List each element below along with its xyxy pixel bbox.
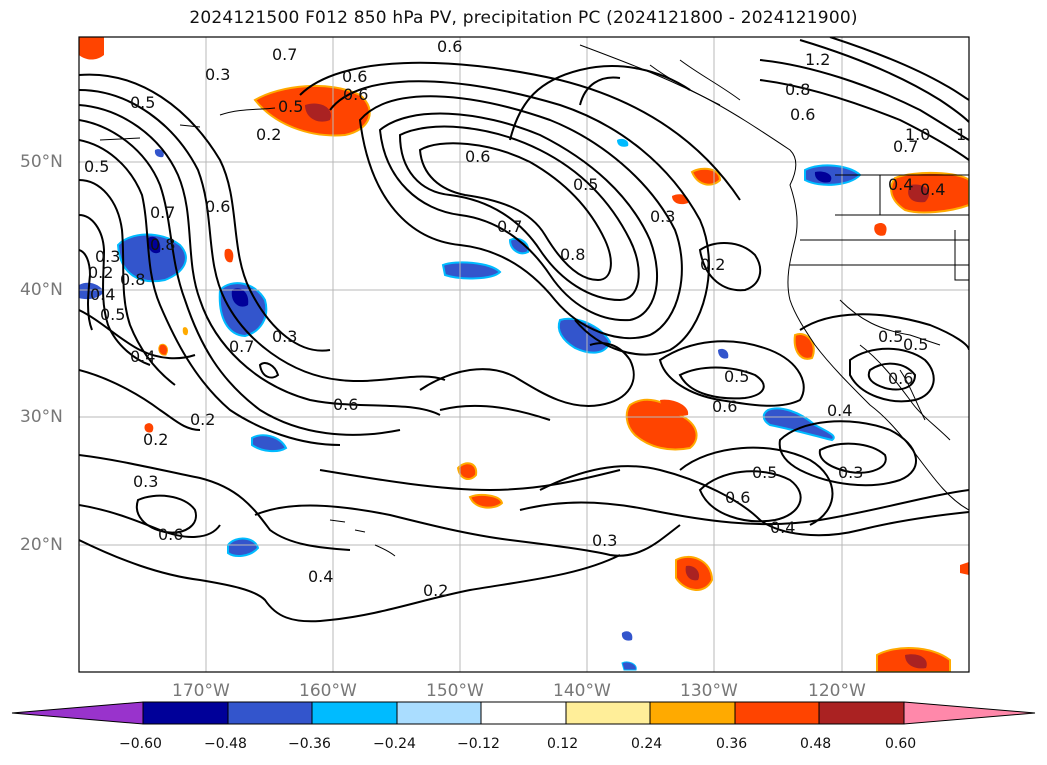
contour-label: 1.2 (805, 50, 830, 69)
contour-label: 0.5 (752, 463, 777, 482)
contour-label: 0.2 (88, 263, 113, 282)
contour-label: 0.8 (120, 270, 145, 289)
contour-label: 1 (956, 125, 966, 144)
contour-label: 0.6 (888, 369, 913, 388)
lon-label: 120°W (808, 681, 866, 701)
contour-label: 0.3 (592, 531, 617, 550)
contour-label: 0.2 (700, 255, 725, 274)
contour-label: 0.4 (130, 347, 155, 366)
contour-label: 0.8 (560, 245, 585, 264)
contour-label: 0.3 (650, 207, 675, 226)
contour-label: 0.3 (205, 65, 230, 84)
contour-label: 0.6 (343, 85, 368, 104)
contour-label: 0.4 (770, 518, 795, 537)
contour-label: 0.5 (878, 327, 903, 346)
colorbar-tick-label: 0.36 (716, 736, 748, 752)
contour-label: 0.5 (100, 305, 125, 324)
contour-label: 0.6 (205, 197, 230, 216)
colorbar-tick-label: 0.48 (800, 736, 832, 752)
contour-label: 0.6 (465, 147, 490, 166)
contour-label: 0.2 (423, 581, 448, 600)
colorbar-tick-label: −0.12 (457, 736, 500, 752)
colorbar-tick-label: −0.60 (119, 736, 162, 752)
pv-contours (79, 37, 969, 623)
coastlines (99, 44, 969, 557)
map-title: 2024121500 F012 850 hPa PV, precipitatio… (189, 8, 858, 28)
lat-label: 50°N (20, 152, 63, 172)
contour-label: 0.5 (573, 175, 598, 194)
lon-label: 150°W (426, 681, 484, 701)
colorbar-extend-high (903, 701, 1036, 725)
lat-label: 30°N (20, 407, 63, 427)
contour-label: 0.7 (150, 203, 175, 222)
colorbar-tick-label: 0.60 (885, 736, 917, 752)
contour-label: 0.2 (190, 410, 215, 429)
lat-label: 20°N (20, 535, 63, 555)
colorbar (11, 701, 1036, 725)
contour-label: 0.2 (143, 430, 168, 449)
contour-label: 0.3 (838, 463, 863, 482)
lon-label: 130°W (680, 681, 738, 701)
contour-label: 0.5 (84, 157, 109, 176)
colorbar-tick-label: 0.24 (631, 736, 663, 752)
colorbar-tick-label: 0.12 (547, 736, 579, 752)
contour-label: 0.6 (158, 525, 183, 544)
colorbar-tick-label: −0.48 (204, 736, 247, 752)
contour-label: 1.0 (905, 125, 930, 144)
colorbar-extend-low (11, 701, 144, 725)
contour-label: 0.7 (229, 337, 254, 356)
graticule (79, 37, 969, 672)
colorbar-tick-label: −0.36 (288, 736, 331, 752)
contour-label: 0.4 (90, 285, 115, 304)
contour-label: 0.4 (888, 175, 913, 194)
contour-label: 0.6 (725, 488, 750, 507)
contour-label: 0.3 (95, 247, 120, 266)
contour-label: 0.6 (712, 397, 737, 416)
precipitation-shading (79, 37, 969, 672)
contour-label: 0.6 (790, 105, 815, 124)
contour-label: 0.5 (130, 93, 155, 112)
contour-label: 0.4 (827, 401, 852, 420)
contour-label: 0.5 (724, 367, 749, 386)
map-background (79, 37, 969, 672)
contour-label: 0.3 (272, 327, 297, 346)
contour-label: 0.7 (893, 137, 918, 156)
contour-label: 0.4 (308, 567, 333, 586)
contour-label: 0.6 (333, 395, 358, 414)
contour-label: 0.5 (278, 97, 303, 116)
contour-label: 0.7 (497, 217, 522, 236)
contour-labels: 0.7 0.6 0.3 0.5 0.6 0.5 0.2 0.5 0.3 0.6 … (84, 37, 966, 600)
contour-label: 0.5 (903, 335, 928, 354)
contour-label: 0.6 (342, 67, 367, 86)
contour-label: 0.2 (256, 125, 281, 144)
contour-label: 0.4 (920, 180, 945, 199)
colorbar-tick-label: −0.24 (373, 736, 416, 752)
contour-label: 0.3 (133, 472, 158, 491)
contour-label: 0.6 (437, 37, 462, 56)
lon-label: 160°W (299, 681, 357, 701)
lon-label: 170°W (172, 681, 230, 701)
lon-label: 140°W (553, 681, 611, 701)
map-frame (78, 36, 970, 673)
contour-label: 0.7 (272, 45, 297, 64)
lat-label: 40°N (20, 280, 63, 300)
contour-label: 0.8 (785, 80, 810, 99)
contour-label: 0.8 (150, 235, 175, 254)
